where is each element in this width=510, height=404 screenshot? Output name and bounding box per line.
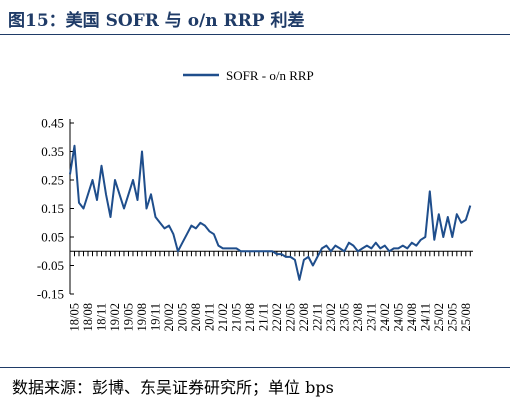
x-tick-label: 24/02 (378, 303, 392, 331)
y-tick-label: 0.45 (41, 116, 64, 131)
top-rule (0, 34, 510, 35)
x-tick-label: 22/05 (283, 303, 297, 331)
figure-title: 图15：美国 SOFR 与 o/n RRP 利差 (8, 11, 305, 31)
series-line-sofr-rrp (69, 144, 472, 281)
x-tick-label: 23/08 (351, 303, 365, 331)
x-tick-label: 21/08 (243, 303, 257, 331)
y-tick-label: 0.25 (41, 173, 64, 188)
y-tick-label: 0.15 (41, 201, 64, 216)
x-tick-label: 20/02 (162, 303, 176, 331)
x-tick-label: 21/11 (256, 303, 270, 331)
x-tick-label: 21/02 (216, 303, 230, 331)
x-tick-label: 22/02 (270, 303, 284, 331)
x-tick-label: 25/02 (432, 303, 446, 331)
x-tick-label: 23/11 (364, 303, 378, 331)
x-axis: 18/05 18/08 18/11 19/02 19/05 19/08 19/11 20/02… (67, 250, 473, 331)
x-tick-label: 18/11 (94, 303, 108, 331)
line-chart: SOFR - o/n RRP 0.45 0.35 0.25 0.15 0.05 -0.05… (37, 68, 473, 331)
x-tick-label: 25/05 (445, 303, 459, 331)
x-tick-label: 25/08 (459, 303, 473, 331)
x-tick-label: 20/11 (202, 303, 216, 331)
source-note: 数据来源：彭博、东吴证券研究所；单位 bps (12, 378, 334, 397)
x-tick-label: 18/08 (81, 303, 95, 331)
x-tick-label: 24/05 (391, 303, 405, 331)
y-tick-label: -0.15 (37, 287, 64, 302)
x-tick-label: 19/08 (135, 303, 149, 331)
x-tick-label: 20/08 (189, 303, 203, 331)
bottom-rule (0, 367, 510, 368)
legend: SOFR - o/n RRP (183, 68, 314, 83)
x-tick-label: 21/05 (229, 303, 243, 331)
x-tick-label: 20/05 (175, 303, 189, 331)
x-tick-label: 22/11 (310, 303, 324, 331)
x-tick-label: 19/05 (121, 303, 135, 331)
x-tick-label: 23/02 (324, 303, 338, 331)
x-tick-label: 19/11 (148, 303, 162, 331)
x-tick-label: 23/05 (337, 303, 351, 331)
y-tick-label: -0.05 (37, 258, 64, 273)
x-tick-label: 24/11 (418, 303, 432, 331)
legend-label: SOFR - o/n RRP (226, 68, 314, 83)
x-tick-label: 24/08 (405, 303, 419, 331)
y-tick-label: 0.05 (41, 230, 64, 245)
x-tick-label: 19/02 (108, 303, 122, 331)
series-group (69, 144, 472, 281)
y-tick-label: 0.35 (41, 144, 64, 159)
x-tick-label: 22/08 (297, 303, 311, 331)
x-tick-label: 18/05 (67, 303, 81, 331)
y-axis: 0.45 0.35 0.25 0.15 0.05 -0.05 -0.15 (37, 116, 74, 302)
